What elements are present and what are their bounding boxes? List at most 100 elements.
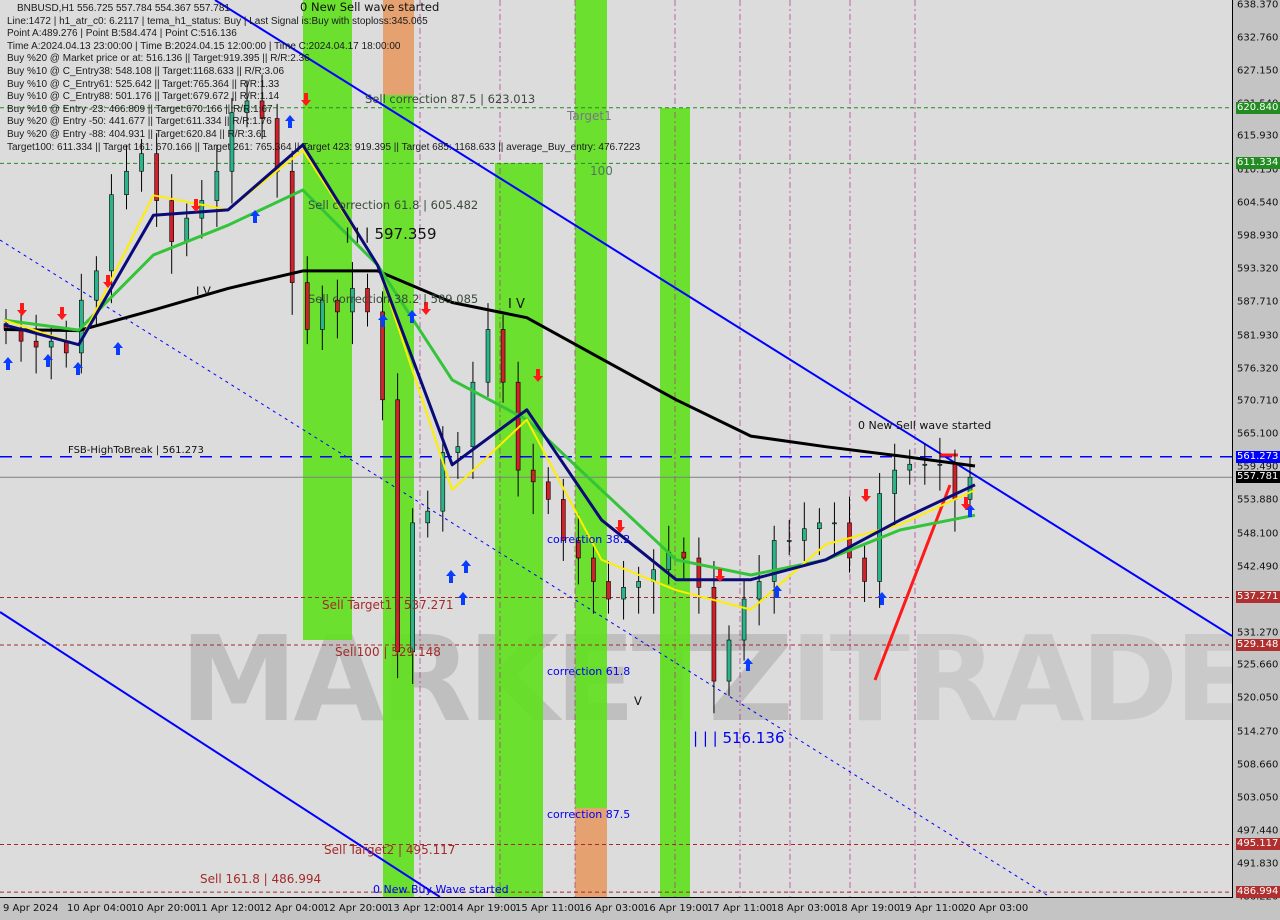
bear-candle (380, 311, 385, 401)
time-tick-label: 14 Apr 19:00 (451, 903, 517, 914)
bear-candle (576, 540, 581, 559)
sell-arrow-icon (191, 199, 201, 212)
buy-arrow-icon (743, 658, 753, 671)
price-level-tag: 486.994 (1236, 886, 1280, 899)
price-tick-label: 531.270 (1237, 627, 1279, 639)
price-tick-label: 570.710 (1237, 395, 1279, 407)
bull-candle (229, 112, 235, 172)
time-tick-label: 11 Apr 12:00 (195, 903, 261, 914)
info-line: Buy %10 @ Entry -23: 466.809 || Target:6… (7, 103, 273, 115)
bear-candle (154, 153, 159, 201)
wave-516-label: | | | 516.136 (693, 729, 785, 747)
time-tick-label: 16 Apr 03:00 (579, 903, 645, 914)
bull-candle (214, 170, 220, 201)
bear-candle (259, 100, 265, 119)
bull-candle (756, 581, 762, 600)
price-chart[interactable] (0, 0, 1232, 897)
bull-candle (636, 581, 641, 588)
time-tick-label: 19 Apr 11:00 (899, 903, 965, 914)
ma-yellow-line (3, 149, 976, 611)
price-tick-label: 576.320 (1237, 363, 1279, 375)
buy-arrow-icon (3, 357, 13, 370)
time-tick-label: 18 Apr 19:00 (835, 903, 901, 914)
bull-candle (94, 270, 99, 301)
price-tick-label: 553.880 (1237, 494, 1279, 506)
abc-wave-line (873, 484, 952, 681)
time-tick-label: 13 Apr 12:00 (387, 903, 453, 914)
bear-candle (304, 282, 310, 330)
bull-candle (244, 100, 250, 113)
price-tick-label: 638.370 (1237, 0, 1279, 11)
level-100-label: 100 (590, 164, 613, 178)
channel-upper-line (214, 0, 1232, 637)
buy-arrow-icon (285, 115, 295, 128)
bull-candle (320, 299, 325, 330)
sell-target2-label: Sell Target2 | 495.117 (324, 843, 456, 857)
time-axis[interactable]: 9 Apr 2024 10 Apr 04:00 10 Apr 20:00 11 Apr… (0, 898, 1232, 920)
sell-arrow-icon (421, 302, 431, 315)
bull-candle (124, 170, 129, 195)
bull-candle (184, 217, 190, 242)
bear-candle (289, 170, 295, 283)
bear-candle (169, 200, 174, 242)
bull-candle (410, 522, 415, 653)
price-level-tag: 611.334 (1236, 157, 1280, 170)
sell-correction-87-label: Sell correction 87.5 | 623.013 (365, 92, 536, 106)
price-tick-label: 514.270 (1237, 726, 1279, 738)
sell-arrow-icon (715, 569, 725, 582)
bear-candle (711, 587, 717, 682)
new-sell-wave-right-label: 0 New Sell wave started (858, 419, 992, 432)
bear-candle (365, 288, 370, 313)
sell-arrow-icon (103, 275, 113, 288)
info-line: Line:1472 | h1_atr_c0: 6.2117 | tema_h1_… (7, 15, 428, 27)
chart-plot-area[interactable]: MARKETZITRADE BNBUSD,H1 556.725 557.784 … (0, 0, 1233, 898)
info-line: Point A:489.276 | Point B:584.474 | Poin… (7, 28, 237, 40)
wave-597-label: | | | 597.359 (345, 225, 437, 243)
bull-candle (350, 288, 355, 313)
time-tick-label: 12 Apr 20:00 (323, 903, 389, 914)
price-level-tag: 561.273 (1236, 450, 1280, 463)
price-tick-label: 559.490 (1237, 461, 1279, 473)
info-line: Buy %10 @ C_Entry38: 548.108 || Target:1… (7, 65, 285, 77)
price-axis[interactable]: 638.370632.760627.150621.540615.930610.1… (1233, 0, 1280, 920)
bull-candle (771, 540, 777, 582)
bull-candle (109, 194, 114, 272)
bull-candle (892, 469, 897, 494)
info-line: Buy %20 @ Market price or at: 516.136 ||… (7, 53, 310, 65)
price-tick-label: 548.100 (1237, 528, 1279, 540)
bear-candle (681, 551, 687, 559)
price-tick-label: 565.100 (1237, 428, 1279, 440)
new-buy-wave-label: 0 New Buy Wave started (373, 883, 509, 896)
bear-candle (335, 299, 340, 313)
fsb-label: FSB-HighToBreak | 561.273 (68, 445, 204, 456)
buy-arrow-icon (407, 310, 417, 323)
ma-navy-line (3, 143, 976, 582)
signal-band (495, 163, 543, 897)
buy-arrow-icon (43, 354, 53, 367)
info-line: Buy %10 @ C_Entry61: 525.642 || Target:7… (7, 78, 280, 90)
price-tick-label: 497.440 (1237, 825, 1279, 837)
bull-candle (726, 639, 732, 682)
signal-band (575, 0, 607, 808)
bull-candle (425, 510, 431, 524)
price-tick-label: 491.830 (1237, 858, 1279, 870)
time-tick-label: 15 Apr 11:00 (515, 903, 581, 914)
bull-candle (621, 587, 626, 600)
time-tick-label: 17 Apr 11:00 (707, 903, 773, 914)
price-tick-label: 503.050 (1237, 792, 1279, 804)
price-tick-label: 627.150 (1237, 65, 1279, 77)
sell-161-label: Sell 161.8 | 486.994 (200, 872, 322, 886)
bull-candle (922, 463, 928, 466)
signal-band (383, 0, 414, 95)
bear-candle (862, 557, 867, 582)
sell-correction-38-label: Sell correction 38.2 | 589.085 (308, 292, 479, 306)
bull-candle (440, 452, 446, 512)
channel-lower-line (0, 611, 441, 897)
bull-candle (817, 522, 822, 530)
watermark: MARKETZITRADE (180, 610, 1233, 748)
bear-candle (847, 522, 852, 559)
bull-candle (937, 463, 943, 466)
bull-candle (741, 598, 747, 641)
time-tick-label: 10 Apr 20:00 (131, 903, 197, 914)
bear-candle (530, 469, 536, 483)
